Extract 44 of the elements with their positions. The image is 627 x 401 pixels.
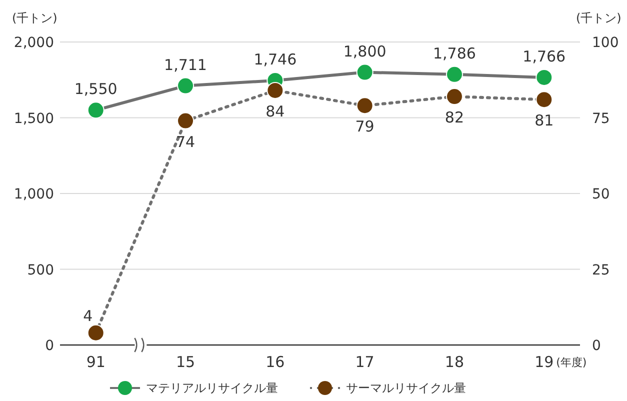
point <box>536 68 553 86</box>
point <box>87 102 104 119</box>
y-tick-label: 0 <box>45 338 54 354</box>
y2-axis-title: (千トン) <box>576 11 622 25</box>
point <box>266 82 284 99</box>
point <box>177 112 194 130</box>
y-tick-label: 1,500 <box>14 110 54 127</box>
y-tick-label: 2,000 <box>14 35 54 51</box>
point <box>87 324 104 342</box>
point <box>446 88 463 106</box>
y-tick-label: 500 <box>27 262 54 278</box>
x-tick-label: 15 <box>176 353 196 371</box>
data-label: 74 <box>176 132 196 151</box>
y2-tick-label: 50 <box>592 186 610 202</box>
legend-label: サーマルリサイクル量 <box>346 381 466 395</box>
data-label: 79 <box>355 118 374 136</box>
data-label: 1,550 <box>74 80 118 98</box>
point <box>446 66 463 83</box>
x-tick-label: 18 <box>444 353 464 371</box>
y-tick-label: 1,000 <box>14 186 54 202</box>
legend-label: マテリアルリサイクル量 <box>146 381 278 395</box>
y2-tick-label: 75 <box>592 110 610 127</box>
data-label: 1,800 <box>343 42 386 60</box>
x-tick-label: 19 <box>534 353 554 371</box>
data-label: 4 <box>83 306 93 325</box>
y2-tick-label: 0 <box>592 338 601 354</box>
y2-tick-label: 100 <box>592 35 619 51</box>
y-axis-title: (千トン) <box>12 11 58 25</box>
point <box>356 97 374 114</box>
data-label: 1,766 <box>522 47 566 66</box>
point <box>177 77 194 94</box>
data-label: 1,746 <box>254 50 297 68</box>
data-label: 84 <box>266 102 285 120</box>
data-label: 1,711 <box>164 56 207 74</box>
x-tick-label: 91 <box>86 353 106 371</box>
data-label: 81 <box>534 112 554 130</box>
x-tick-label: 16 <box>266 353 285 371</box>
point <box>536 91 553 108</box>
y2-tick-label: 25 <box>592 262 610 278</box>
data-label: 1,786 <box>433 44 476 62</box>
data-label: 82 <box>444 108 464 127</box>
x-axis-title: (年度) <box>556 356 587 369</box>
x-tick-label: 17 <box>355 353 374 371</box>
point <box>356 64 374 81</box>
